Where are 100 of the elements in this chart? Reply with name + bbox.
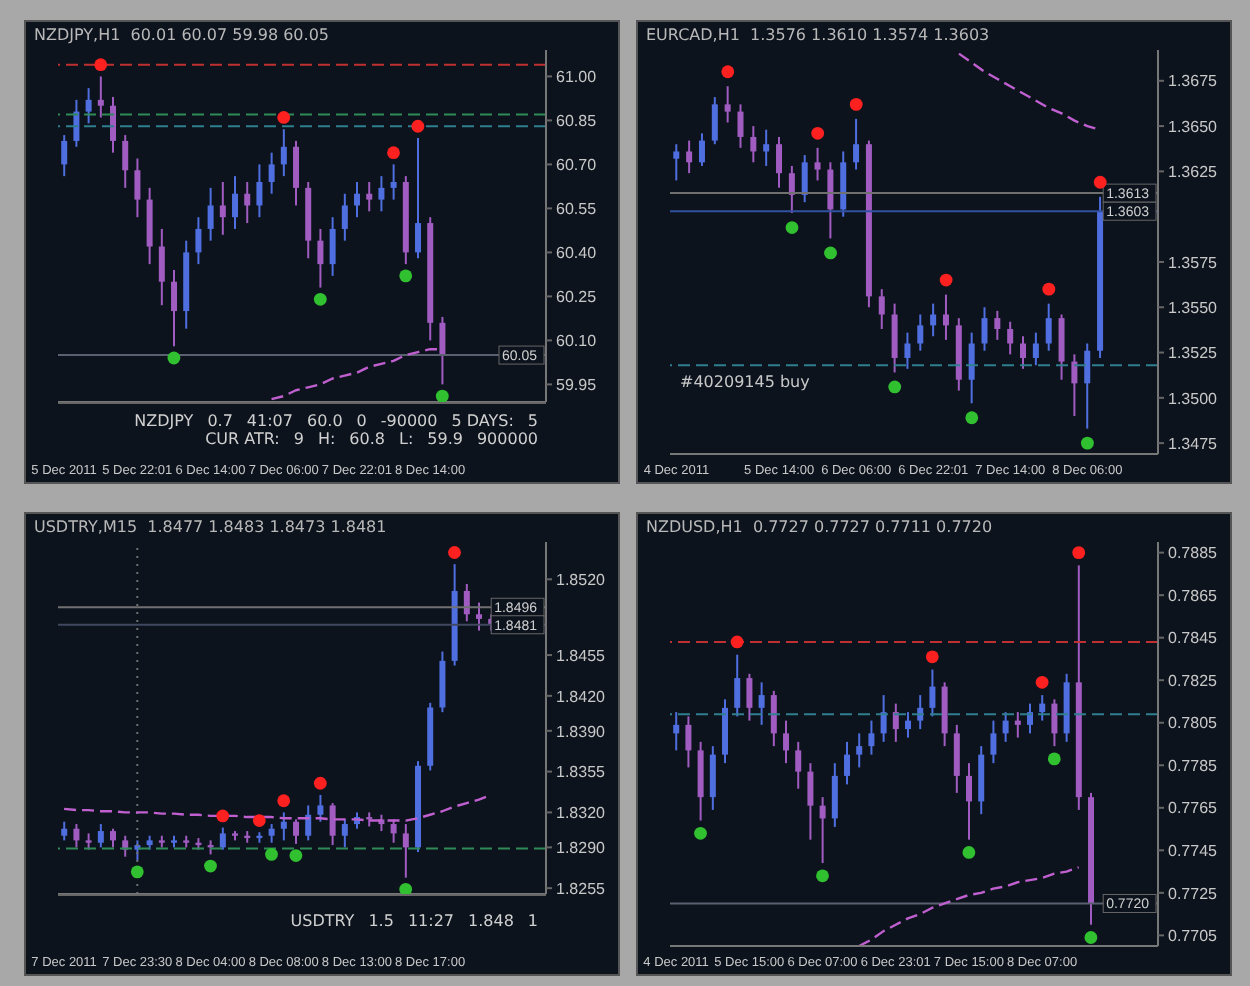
text: CUR ATR: — [205, 429, 280, 447]
candlestick — [1058, 313, 1065, 381]
y-tick-label: 1.3500 — [1168, 389, 1219, 408]
candlestick — [807, 762, 814, 841]
point — [1035, 675, 1049, 689]
y-tick-label: 1.8255 — [556, 879, 607, 898]
candlestick — [930, 302, 937, 338]
candlestick — [268, 823, 275, 844]
candlestick — [788, 164, 795, 215]
text: L: — [398, 429, 414, 447]
point — [277, 111, 291, 124]
candlestick — [317, 793, 324, 823]
point — [399, 882, 413, 894]
point — [313, 292, 327, 306]
candlestick — [673, 711, 680, 752]
candlestick — [853, 117, 860, 171]
candlestick — [844, 740, 851, 786]
candlestick — [463, 582, 470, 623]
text: 60.0 — [306, 411, 343, 429]
text: 1.848 — [468, 912, 514, 930]
point — [387, 146, 400, 160]
text: 5 DAYS: — [451, 411, 514, 429]
point — [1047, 752, 1061, 766]
ref-line-label: #40209145 buy — [680, 372, 811, 391]
chart-title: NZDUSD,H1 0.7727 0.7727 0.7711 0.7720 — [646, 518, 993, 536]
candlestick — [698, 132, 705, 167]
text: NZDJPY — [134, 411, 194, 429]
candlestick — [268, 151, 275, 195]
y-tick-label: 1.8455 — [556, 646, 607, 665]
point — [448, 546, 461, 559]
candlestick — [737, 103, 744, 149]
text: 0 — [356, 411, 367, 429]
candlestick — [1014, 711, 1021, 739]
candlestick — [770, 689, 777, 748]
y-tick-label: 60.55 — [556, 200, 598, 219]
point — [216, 809, 230, 823]
candlestick — [746, 672, 753, 722]
candlestick — [1045, 302, 1052, 352]
candlestick — [439, 650, 446, 714]
text: -90000 — [380, 411, 438, 429]
candlestick — [280, 128, 287, 178]
candlestick — [195, 216, 202, 266]
y-tick-label: 60.85 — [556, 112, 598, 131]
candlestick — [171, 269, 178, 348]
point — [849, 97, 863, 111]
y-tick-label: 1.3650 — [1168, 117, 1219, 136]
candlestick — [439, 315, 446, 386]
point — [289, 849, 303, 862]
candlestick — [293, 139, 300, 207]
y-tick-label: 0.7805 — [1168, 714, 1219, 733]
y-tick-label: 1.8520 — [556, 570, 607, 589]
chart-title: NZDJPY,H1 60.01 60.07 59.98 60.05 — [34, 26, 329, 44]
point — [277, 794, 291, 808]
candlestick — [317, 227, 324, 289]
y-tick-label: 1.8390 — [556, 722, 607, 741]
candlestick — [685, 715, 692, 769]
candlestick — [97, 823, 104, 849]
candlestick — [378, 175, 385, 213]
text: 1.5 — [368, 912, 394, 930]
point — [204, 859, 217, 873]
candlestick — [329, 802, 336, 847]
candlestick — [73, 823, 80, 849]
point — [1072, 546, 1086, 560]
point — [888, 380, 902, 394]
candlestick — [795, 740, 802, 790]
y-tick-label: 1.3575 — [1168, 253, 1219, 272]
candlestick — [232, 175, 239, 230]
candlestick — [256, 163, 263, 219]
y-tick-label: 1.8320 — [556, 804, 607, 823]
candlestick — [1051, 698, 1058, 748]
point — [252, 814, 266, 827]
candlestick — [1032, 331, 1039, 367]
y-tick-label: 60.40 — [556, 244, 598, 263]
candlestick — [892, 702, 899, 743]
y-tick-label: 1.3475 — [1168, 434, 1219, 453]
candlestick — [1039, 694, 1046, 722]
candlestick — [1071, 353, 1078, 417]
candlestick — [134, 157, 141, 219]
candlestick — [891, 302, 898, 374]
candlestick — [968, 331, 975, 405]
candlestick — [758, 681, 765, 726]
y-tick-label: 60.10 — [556, 332, 598, 351]
candlestick — [905, 711, 912, 739]
candlestick — [953, 723, 960, 794]
y-tick-label: 1.8420 — [556, 687, 607, 706]
candlestick — [219, 181, 226, 236]
candlestick — [61, 820, 68, 842]
candlestick — [329, 216, 336, 277]
candlestick — [341, 818, 348, 849]
chart-title: EURCAD,H1 1.3576 1.3610 1.3574 1.3603 — [646, 26, 990, 44]
text: 9 — [293, 429, 304, 447]
point — [965, 411, 979, 425]
y-tick-label: 1.3525 — [1168, 344, 1219, 363]
y-tick-label: 59.95 — [556, 376, 598, 395]
y-tick-label: 60.25 — [556, 288, 598, 307]
candlestick — [110, 95, 117, 154]
candlestick — [856, 732, 863, 769]
candlestick — [354, 181, 361, 219]
y-tick-label: 0.7865 — [1168, 586, 1219, 605]
y-tick-label: 0.7705 — [1168, 927, 1219, 946]
